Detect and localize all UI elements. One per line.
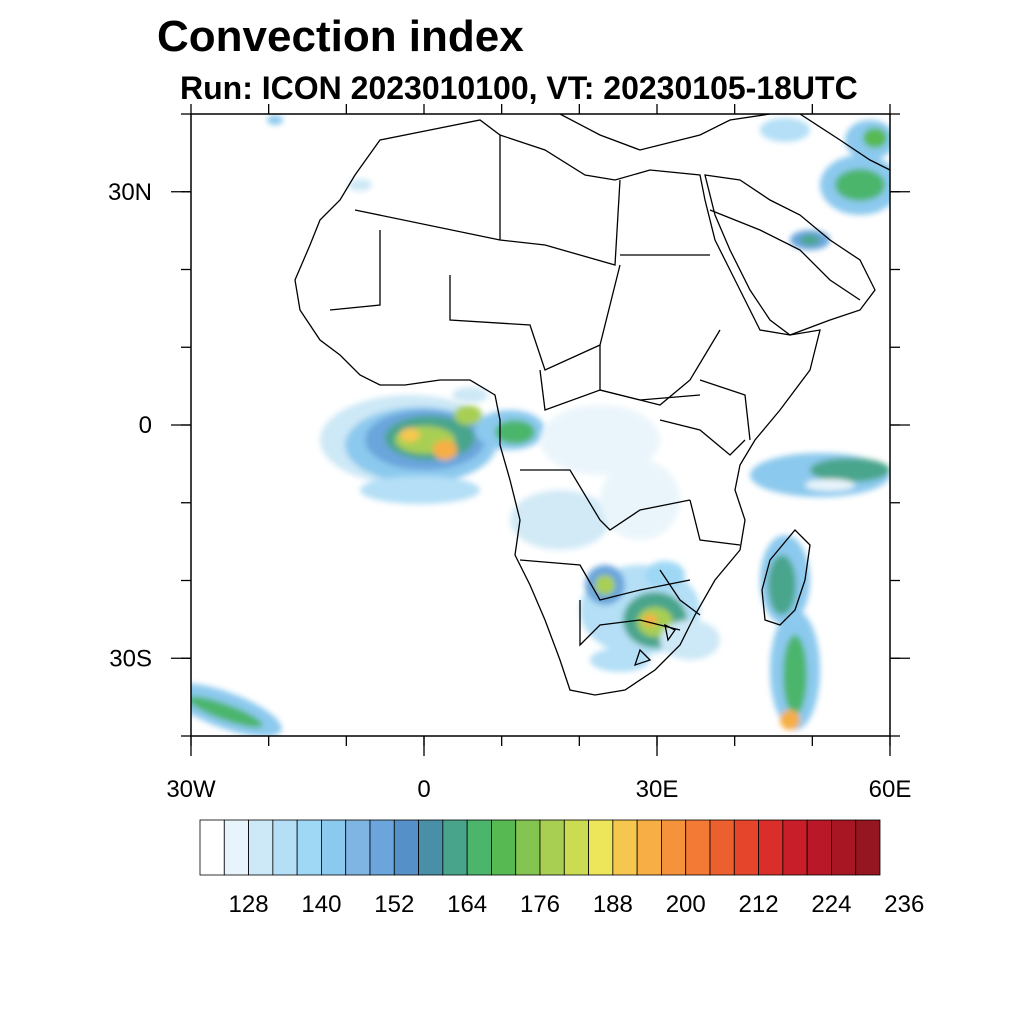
convection-field [191,115,890,736]
border-mozambique [659,569,701,616]
caspian-edge [799,114,890,171]
colorbar-swatch [758,819,784,876]
colorbar-tick-label: 212 [739,891,779,918]
lat-tick-label: 0 [139,412,152,439]
map-axes: 30W 0 30E 60E 30N 0 30S [108,104,911,803]
border-east-africa [659,419,746,456]
lon-tick-label: 30E [636,776,679,803]
colorbar-swatch [733,819,759,876]
colorbar-swatch [806,819,832,876]
field-gulf-of-guinea [320,395,545,504]
border-sudan [599,329,721,406]
field-scattered [267,115,488,403]
field-congo [510,405,680,550]
colorbar-swatch [539,819,565,876]
colorbar-swatch [393,819,419,876]
field-south-atlantic [191,683,282,736]
colorbar-swatch [636,819,662,876]
border-lesotho [633,648,652,667]
colorbar-swatch [685,819,711,876]
colorbar-swatch [272,819,298,876]
colorbar-swatch [831,819,857,876]
coastlines-borders [294,114,890,696]
colorbar-swatch [563,819,589,876]
colorbar-tick-label: 164 [447,891,487,918]
colorbar-swatch [418,819,444,876]
border-botswana [579,600,681,647]
colorbar-tick-label: 140 [301,891,341,918]
lat-tick-label: 30N [108,179,152,206]
colorbar-tick-label: 188 [593,891,633,918]
colorbar-swatch [223,819,249,876]
africa-coastline [294,119,821,696]
colorbar: 128 140 152 164 176 188 200 212 224 236 [199,819,924,918]
colorbar-swatch [296,819,322,876]
colorbar-swatch [612,819,638,876]
border-north [354,179,621,266]
colorbar-swatch [321,819,347,876]
colorbar-swatch [515,819,541,876]
colorbar-tick-label: 152 [374,891,414,918]
colorbar-swatch [661,819,687,876]
lon-tick-label: 0 [417,776,430,803]
border-sahel [449,264,621,371]
colorbar-tick-label: 224 [811,891,851,918]
arabia-coastline [704,174,876,336]
chart-title: Convection index [157,12,524,61]
colorbar-swatch [782,819,808,876]
border-congo-south [520,469,691,531]
field-southern-africa [580,561,720,672]
border-arabia-internal [709,209,861,301]
border-ethiopia [699,379,751,441]
chart-subtitle: Run: ICON 2023010100, VT: 20230105-18UTC [180,70,858,106]
colorbar-swatch [199,819,225,876]
lon-tick-label: 60E [869,776,912,803]
colorbar-swatch [248,819,274,876]
border-eswatini [664,623,676,642]
colorbar-swatch [588,819,614,876]
border-tanzania [689,499,741,546]
colorbar-tick-label: 236 [884,891,924,918]
colorbar-swatch [709,819,735,876]
colorbar-swatch [491,819,517,876]
colorbar-tick-label: 200 [666,891,706,918]
colorbar-swatch [466,819,492,876]
lon-tick-label: 30W [166,776,216,803]
border-namibia [519,559,691,601]
lat-tick-label: 30S [109,645,152,672]
field-arabia [760,118,890,250]
colorbar-swatch [442,819,468,876]
colorbar-swatch [345,819,371,876]
colorbar-swatch [855,819,881,876]
colorbar-tick-label: 128 [229,891,269,918]
madagascar-coastline [761,529,811,626]
colorbar-swatch [369,819,395,876]
field-indian-ocean [750,453,890,497]
colorbar-tick-label: 176 [520,891,560,918]
border-mauritania [329,230,381,311]
europe-coastline [559,114,771,151]
